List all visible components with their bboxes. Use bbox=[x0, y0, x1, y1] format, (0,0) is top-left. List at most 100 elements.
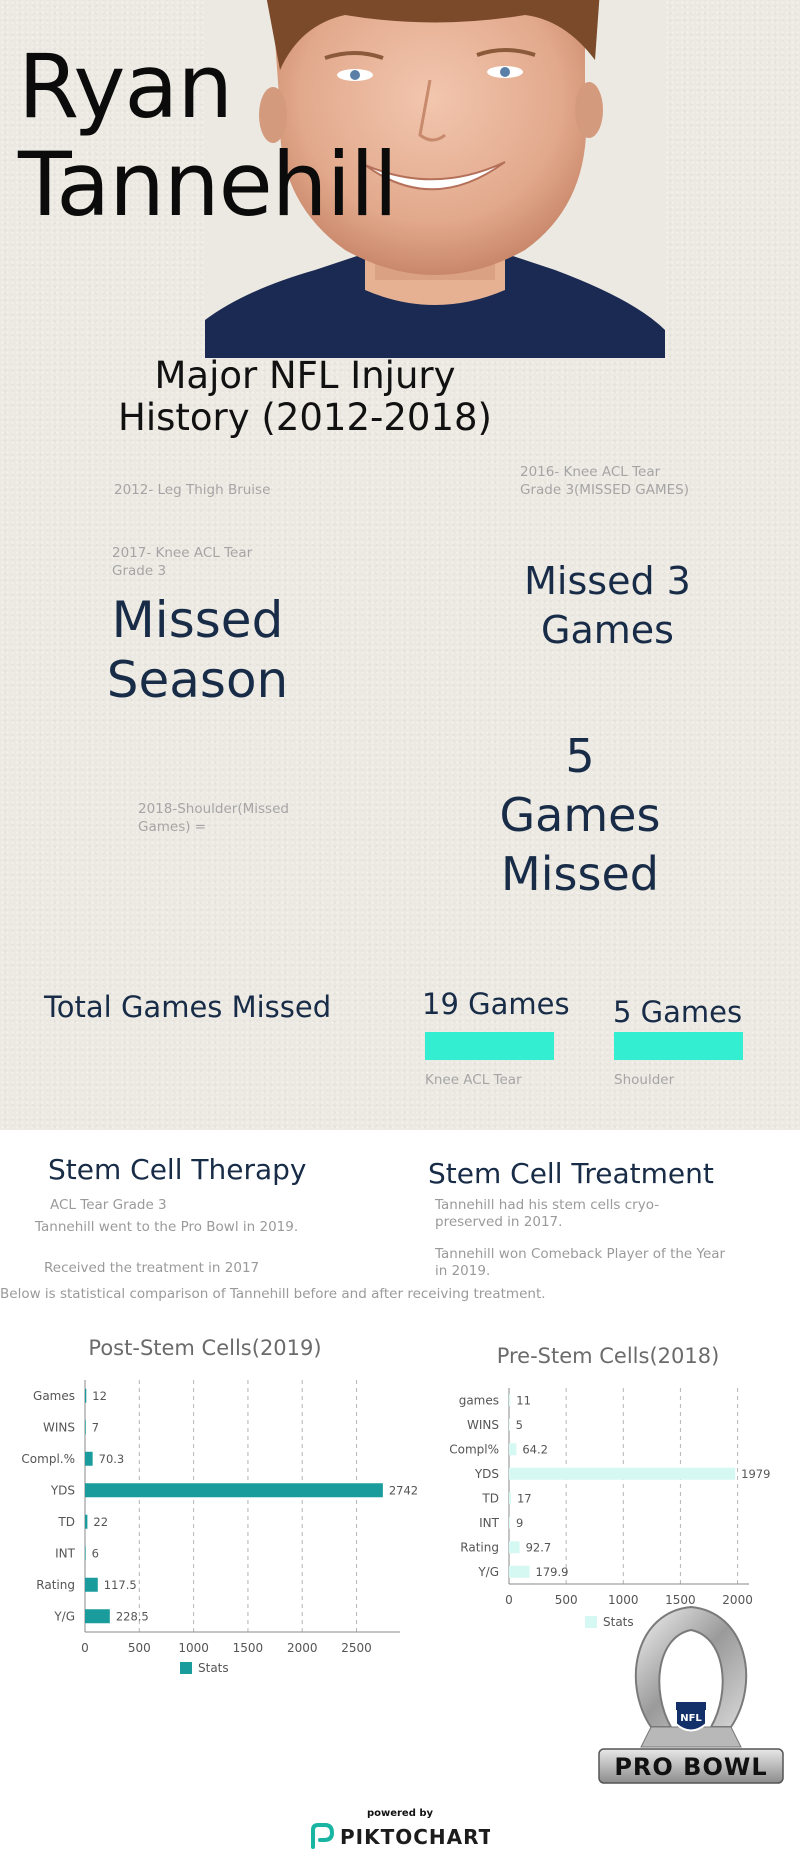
value-label: 92.7 bbox=[526, 1540, 552, 1554]
tick-label: 500 bbox=[128, 1641, 151, 1655]
piktochart-icon bbox=[311, 1823, 335, 1849]
games5-line1: 5 bbox=[565, 729, 595, 783]
tick-label: 2500 bbox=[341, 1641, 372, 1655]
bar bbox=[509, 1418, 510, 1431]
bar bbox=[85, 1514, 88, 1529]
pre-stem-chart: games 11 WINS 5 Compl% 64.2 YDS 1979 TD 17 INT 9 Rat… bbox=[449, 1388, 770, 1629]
tick-label: 0 bbox=[505, 1593, 513, 1607]
cryo-line1: Tannehill had his stem cells cryo- bbox=[435, 1197, 660, 1213]
category-label: INT bbox=[479, 1516, 500, 1530]
value-label: 1979 bbox=[741, 1467, 770, 1481]
bar bbox=[509, 1443, 517, 1456]
piktochart-logo[interactable]: PIKTOCHART bbox=[310, 1822, 492, 1852]
tick-label: 1500 bbox=[233, 1641, 264, 1655]
value-label: 64.2 bbox=[522, 1442, 548, 1456]
missed-3-games: Missed 3 Games bbox=[510, 557, 705, 655]
injury-2017: 2017- Knee ACL Tear Grade 3 bbox=[112, 544, 252, 580]
value-label: 70.3 bbox=[99, 1452, 125, 1466]
stem-cell-treatment-title: Stem Cell Treatment bbox=[428, 1157, 714, 1190]
pro-bowl-text: Tannehill went to the Pro Bowl in 2019. bbox=[35, 1219, 299, 1235]
pro-bowl-wordmark: PRO BOWL bbox=[614, 1753, 767, 1781]
tick-label: 2000 bbox=[287, 1641, 318, 1655]
bar bbox=[509, 1467, 736, 1480]
tick-label: 500 bbox=[555, 1593, 578, 1607]
value-label: 9 bbox=[516, 1516, 523, 1530]
player-portrait bbox=[205, 0, 665, 358]
bar bbox=[85, 1420, 86, 1435]
post-stem-chart-title: Post-Stem Cells(2019) bbox=[88, 1336, 322, 1360]
name-first: Ryan bbox=[18, 35, 233, 138]
knee-total-caption: Knee ACL Tear bbox=[425, 1072, 522, 1088]
legend-swatch bbox=[180, 1662, 192, 1674]
missed-3-line2: Games bbox=[541, 608, 674, 652]
category-label: YDS bbox=[50, 1483, 75, 1497]
bar bbox=[509, 1394, 511, 1407]
injury-2012: 2012- Leg Thigh Bruise bbox=[114, 482, 271, 498]
five-games-missed: 5 Games Missed bbox=[480, 727, 680, 904]
category-label: Games bbox=[33, 1389, 75, 1403]
category-label: YDS bbox=[474, 1467, 499, 1481]
injury-title-line2: History (2012-2018) bbox=[118, 396, 492, 439]
category-label: TD bbox=[481, 1491, 499, 1505]
category-label: Compl% bbox=[449, 1442, 499, 1456]
post-stem-chart: Games 12 WINS 7 Compl.% 70.3 YDS 2742 TD 22 INT 6 Ra… bbox=[21, 1380, 418, 1675]
value-label: 22 bbox=[93, 1515, 108, 1529]
bar bbox=[85, 1609, 110, 1624]
category-label: Compl.% bbox=[21, 1452, 75, 1466]
therapy-subtitle: ACL Tear Grade 3 bbox=[50, 1197, 167, 1213]
tick-label: 2000 bbox=[722, 1593, 753, 1607]
value-label: 7 bbox=[92, 1420, 99, 1434]
bar bbox=[85, 1577, 98, 1592]
category-label: games bbox=[459, 1393, 499, 1407]
bar bbox=[85, 1546, 86, 1561]
bar bbox=[509, 1516, 511, 1529]
games5-line2: Games bbox=[499, 788, 661, 842]
injury-2017-line1: 2017- Knee ACL Tear bbox=[112, 545, 253, 561]
injury-title-line1: Major NFL Injury bbox=[154, 354, 456, 397]
shoulder-total-caption: Shoulder bbox=[614, 1072, 675, 1088]
category-label: WINS bbox=[467, 1418, 499, 1432]
injury-2018-line2: Games) = bbox=[138, 819, 207, 835]
bar bbox=[509, 1565, 530, 1578]
cryo-preserved-text: Tannehill had his stem cells cryo- prese… bbox=[435, 1197, 659, 1231]
missed-season-line1: Missed bbox=[111, 591, 284, 649]
pro-bowl-logo: NFL PRO BOWL bbox=[596, 1602, 786, 1787]
value-label: 5 bbox=[516, 1418, 523, 1432]
injury-2018-line1: 2018-Shoulder(Missed bbox=[138, 801, 289, 817]
value-label: 117.5 bbox=[104, 1578, 137, 1592]
powered-by: powered by bbox=[366, 1808, 434, 1819]
cryo-line2: preserved in 2017. bbox=[435, 1214, 563, 1230]
value-label: 228.5 bbox=[116, 1609, 149, 1623]
missed-3-line1: Missed 3 bbox=[524, 559, 691, 603]
player-name: Ryan Tannehill bbox=[18, 35, 398, 236]
name-last: Tannehill bbox=[18, 133, 398, 236]
category-label: TD bbox=[57, 1515, 75, 1529]
value-label: 6 bbox=[92, 1546, 99, 1560]
injury-history-title: Major NFL Injury History (2012-2018) bbox=[100, 355, 510, 439]
comeback-line2: in 2019. bbox=[435, 1263, 491, 1279]
legend-label: Stats bbox=[198, 1661, 229, 1675]
injury-2016: 2016- Knee ACL Tear Grade 3(MISSED GAMES… bbox=[520, 463, 689, 499]
piktochart-wordmark: PIKTOCHART bbox=[340, 1825, 490, 1849]
bar bbox=[85, 1388, 87, 1403]
injury-2017-line2: Grade 3 bbox=[112, 563, 167, 579]
missed-season-line2: Season bbox=[106, 651, 289, 709]
knee-total-value: 19 Games bbox=[422, 987, 570, 1021]
legend-swatch bbox=[585, 1616, 597, 1628]
shoulder-total-value: 5 Games bbox=[613, 995, 743, 1029]
injury-2016-line2: Grade 3(MISSED GAMES) bbox=[520, 482, 690, 498]
value-label: 179.9 bbox=[536, 1565, 569, 1579]
bar bbox=[509, 1541, 520, 1554]
value-label: 12 bbox=[92, 1389, 107, 1403]
injury-2018: 2018-Shoulder(Missed Games) = bbox=[138, 800, 289, 836]
knee-total-bar bbox=[425, 1032, 554, 1060]
value-label: 17 bbox=[517, 1491, 532, 1505]
tick-label: 0 bbox=[81, 1641, 89, 1655]
received-treatment-text: Received the treatment in 2017 bbox=[44, 1260, 260, 1276]
category-label: WINS bbox=[43, 1420, 75, 1434]
category-label: Rating bbox=[460, 1540, 499, 1554]
category-label: Y/G bbox=[477, 1565, 499, 1579]
tick-label: 1500 bbox=[665, 1593, 696, 1607]
games5-line3: Missed bbox=[501, 847, 659, 901]
stem-cell-therapy-title: Stem Cell Therapy bbox=[48, 1153, 307, 1186]
